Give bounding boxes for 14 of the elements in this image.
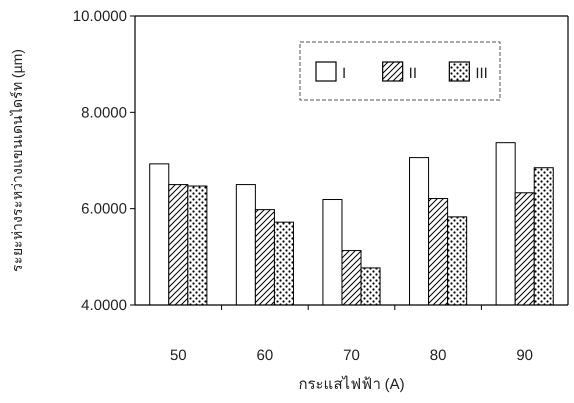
x-tick-label: 70	[343, 347, 360, 364]
x-tick-label: 90	[516, 347, 534, 364]
x-axis-title: กระแสไฟฟ้า (A)	[298, 375, 405, 393]
y-tick-label: 4.0000	[81, 297, 127, 314]
x-tick-label: 60	[256, 347, 274, 364]
x-tick-label: 80	[430, 347, 446, 364]
legend-label: I	[342, 65, 346, 82]
y-tick-label: 10.0000	[72, 8, 127, 25]
y-tick-label: 8.0000	[81, 104, 127, 122]
legend-label: II	[408, 65, 418, 82]
x-tick-label: 50	[170, 347, 187, 364]
y-axis-title: ระยะห่างระหว่างแขนเดนไดร์ท (µm)	[9, 49, 25, 272]
y-tick-label: 6.0000	[81, 200, 127, 218]
legend-label: III	[475, 65, 488, 82]
